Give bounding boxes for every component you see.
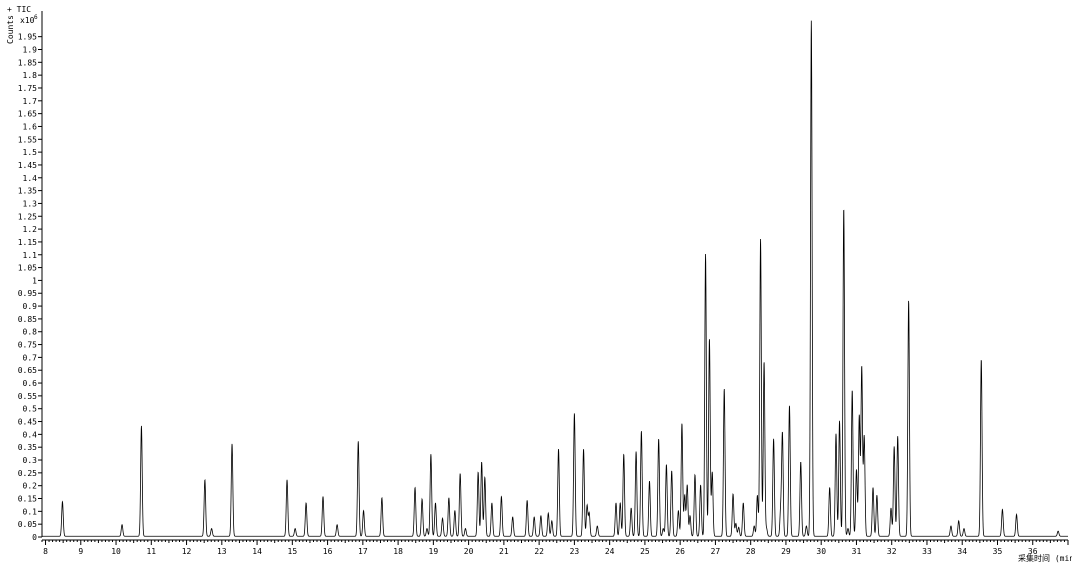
x-tick-label: 36 [1028, 547, 1038, 556]
x-axis: 8 9 10 11 12 13 14 15 16 17 18 19 20 21 22 23 24 25 26 27 28… [41, 539, 1069, 556]
x-tick-label: 30 [816, 547, 826, 556]
x-tick-label: 11 [146, 547, 156, 556]
x-tick-label: 31 [852, 547, 862, 556]
x-tick-label: 32 [887, 547, 897, 556]
y-tick-label: 0.9 [23, 302, 38, 311]
y-tick-label: 1.35 [18, 187, 37, 196]
y-tick-label: 0 [32, 533, 37, 542]
y-tick-label: 0.8 [23, 328, 38, 337]
y-tick-label: 1.9 [23, 45, 38, 54]
y-tick-label: 1.2 [23, 225, 38, 234]
x-tick-label: 27 [711, 547, 721, 556]
y-tick-label: 0.05 [18, 520, 37, 529]
y-tick-label: 1.05 [18, 264, 37, 273]
y-tick-label: 0.1 [23, 507, 38, 516]
x-tick-label: 28 [746, 547, 756, 556]
x-tick-label: 16 [323, 547, 333, 556]
y-tick-label: 0.65 [18, 366, 37, 375]
x-tick-label: 19 [429, 547, 439, 556]
y-tick-label: 0.2 [23, 482, 38, 491]
x-tick-label: 10 [111, 547, 121, 556]
y-tick-label: 0.55 [18, 392, 37, 401]
x-tick-label: 23 [570, 547, 580, 556]
x-tick-label: 21 [499, 547, 509, 556]
y-tick-label: 0.6 [23, 379, 38, 388]
x-tick-label: 14 [252, 547, 262, 556]
x-tick-label: 15 [288, 547, 298, 556]
x-tick-label: 18 [393, 547, 403, 556]
y-tick-label: 1.25 [18, 212, 37, 221]
x-tick-label: 29 [781, 547, 791, 556]
x-tick-label: 24 [605, 547, 615, 556]
x-axis-label: 采集时间 (min) [1018, 553, 1072, 563]
y-tick-label: 0.3 [23, 456, 38, 465]
x-tick-label: 34 [957, 547, 967, 556]
y-tick-label: 0.35 [18, 443, 37, 452]
x-tick-label: 26 [675, 547, 685, 556]
y-tick-label: 1.6 [23, 122, 38, 131]
x-tick-label: 22 [534, 547, 544, 556]
x-tick-label: 13 [217, 547, 227, 556]
y-tick-label: 1.4 [23, 174, 38, 183]
y-tick-label: 1.85 [18, 58, 37, 67]
y-tick-label: 0.85 [18, 315, 37, 324]
x-tick-label: 33 [922, 547, 932, 556]
y-tick-label: 0.45 [18, 418, 37, 427]
y-tick-label: 0.5 [23, 405, 38, 414]
y-tick-label: 1.5 [23, 148, 38, 157]
x-tick-label: 35 [993, 547, 1003, 556]
x-tick-label: 20 [464, 547, 474, 556]
y-tick-label: 0.75 [18, 341, 37, 350]
x-tick-label: 17 [358, 547, 368, 556]
y-tick-label: 1.8 [23, 71, 38, 80]
y-axis-label: Counts [6, 15, 15, 44]
tic-trace-group [42, 20, 1068, 537]
y-tick-label: 1.7 [23, 97, 38, 106]
y-tick-label: 1.75 [18, 84, 37, 93]
x-tick-label: 8 [43, 547, 48, 556]
tic-trace-line [42, 20, 1068, 537]
y-tick-label: 1.95 [18, 33, 37, 42]
x-tick-label: 25 [640, 547, 650, 556]
y-axis-exponent: 6 [34, 14, 38, 21]
y-tick-label: 1.65 [18, 110, 37, 119]
y-tick-label: 1.3 [23, 199, 38, 208]
y-tick-label: 0.15 [18, 495, 37, 504]
x-tick-label: 12 [182, 547, 192, 556]
y-tick-label: 0.95 [18, 289, 37, 298]
y-tick-label: 1 [32, 276, 37, 285]
y-tick-label: 1.1 [23, 251, 38, 260]
y-tick-label: 1.15 [18, 238, 37, 247]
y-tick-label: 0.4 [23, 430, 38, 439]
y-tick-label: 1.45 [18, 161, 37, 170]
y-axis: 0 0.05 0.1 0.15 0.2 0.25 0.3 0.35 0.4 0.45 0.5 0.55… [18, 11, 43, 542]
y-tick-label: 0.7 [23, 353, 38, 362]
chart-title: + TIC [7, 5, 31, 14]
y-axis-multiplier: x10 [20, 16, 35, 25]
x-tick-label: 9 [78, 547, 83, 556]
y-tick-label: 0.25 [18, 469, 37, 478]
y-tick-label: 1.55 [18, 135, 37, 144]
